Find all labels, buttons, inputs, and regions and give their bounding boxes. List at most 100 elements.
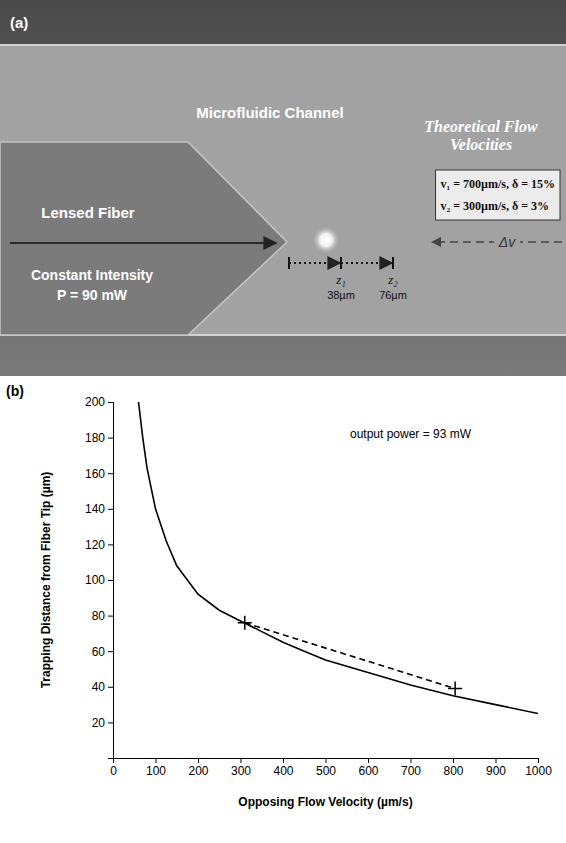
tick-label: 120	[85, 538, 105, 552]
tick-mark	[496, 758, 497, 763]
tick: 60	[92, 645, 113, 659]
panel-label: (b)	[6, 383, 24, 399]
tick-label: 800	[443, 764, 463, 778]
tick-label: 200	[188, 764, 208, 778]
tick: 400	[273, 758, 293, 778]
distance-value: 38µm	[327, 289, 355, 301]
tick: 0	[110, 758, 117, 778]
tick-label: 400	[273, 764, 293, 778]
tick-mark	[283, 758, 284, 763]
plot-marks	[139, 402, 539, 714]
annotation: output power = 93 mW	[350, 427, 472, 441]
fiber-label: Lensed Fiber	[41, 204, 135, 221]
distance-value: 76µm	[379, 289, 407, 301]
velocity-box: v₁ = 700µm/s, δ = 15% v₂ = 300µm/s, δ = 3…	[436, 170, 560, 220]
tick-mark	[108, 509, 113, 510]
tick-mark	[108, 687, 113, 688]
distance-name: z₁	[335, 272, 346, 287]
tick-label: 700	[401, 764, 421, 778]
flow-heading-line: Velocities	[450, 136, 512, 153]
y-axis: 20 40 60 80 100 120 140 160 180 200	[85, 395, 114, 758]
tick-mark	[108, 438, 113, 439]
series-line	[139, 402, 539, 714]
flow-heading-line: Theoretical Flow	[424, 118, 538, 135]
velocity-line: v₁ = 700µm/s, δ = 15%	[441, 177, 555, 191]
tick: 100	[85, 573, 113, 587]
panel-a: (a)Microfluidic ChannelLensed FiberConst…	[0, 0, 566, 376]
velocity-line: v₂ = 300µm/s, δ = 3%	[441, 199, 549, 213]
distance-end	[392, 257, 394, 269]
series-line	[245, 623, 455, 689]
x-axis: 0 100 200 300 400 500 600 700 800 900 1000	[110, 758, 552, 778]
tick: 80	[92, 609, 113, 623]
tick-label: 600	[358, 764, 378, 778]
tick-label: 80	[92, 609, 106, 623]
tick: 300	[231, 758, 251, 778]
intensity-label: Constant Intensity	[31, 267, 153, 283]
tick-mark	[108, 473, 113, 474]
distance-name: z₂	[387, 272, 398, 287]
beam-arrow	[10, 242, 276, 244]
distance-arrow	[289, 262, 340, 264]
tick: 100	[146, 758, 166, 778]
distance-end	[340, 257, 342, 269]
flow-symbol-patch	[494, 231, 520, 251]
wall-background	[0, 0, 566, 376]
tick: 500	[316, 758, 336, 778]
tick-label: 40	[92, 680, 106, 694]
velocity-box-frame	[436, 170, 560, 220]
tick-label: 180	[85, 431, 105, 445]
intensity-label: P = 90 mW	[57, 287, 128, 303]
x-axis-title: Opposing Flow Velocity (µm/s)	[238, 795, 412, 809]
tick-mark	[108, 722, 113, 723]
tick-label: 60	[92, 645, 106, 659]
tick-label: 20	[92, 716, 106, 730]
figure: (a)Microfluidic ChannelLensed FiberConst…	[0, 0, 566, 843]
tick: 700	[401, 758, 421, 778]
axis-line	[114, 759, 539, 764]
flow-symbol: Δv	[498, 234, 516, 250]
tick-mark	[411, 758, 412, 763]
tick: 120	[85, 538, 113, 552]
tick-mark	[108, 616, 113, 617]
tick-label: 100	[146, 764, 166, 778]
tick-mark	[108, 402, 113, 403]
axis-line	[108, 403, 114, 759]
series-marker	[448, 682, 462, 696]
tick-mark	[453, 758, 454, 763]
tick: 200	[188, 758, 208, 778]
tick-label: 900	[486, 764, 506, 778]
channel-edge	[0, 44, 566, 46]
tick-mark	[108, 544, 113, 545]
trapped-particle	[312, 226, 340, 254]
panel-b: (b) 0 100 200 300 400 500 600 700 800 900 1000 20 40 6…	[6, 383, 552, 809]
flow-heading: Theoretical FlowVelocities	[424, 118, 538, 153]
panel-label: (a)	[10, 14, 28, 31]
tick: 180	[85, 431, 113, 445]
tick: 160	[85, 467, 113, 481]
tick-label: 500	[316, 764, 336, 778]
series-marker	[238, 616, 252, 630]
tick-mark	[108, 580, 113, 581]
tick-label: 200	[85, 395, 105, 409]
tick: 1000	[525, 758, 552, 778]
tick-mark	[156, 758, 157, 763]
tick-label: 1000	[525, 764, 552, 778]
tick-label: 0	[110, 764, 117, 778]
y-axis-title: Trapping Distance from Fiber Tip (µm)	[39, 472, 53, 689]
tick-mark	[241, 758, 242, 763]
tick: 900	[486, 758, 506, 778]
tick: 600	[358, 758, 378, 778]
tick: 40	[92, 680, 113, 694]
distance-arrow	[341, 262, 392, 264]
tick-label: 160	[85, 467, 105, 481]
tick-label: 300	[231, 764, 251, 778]
tick-mark	[538, 758, 539, 763]
distance-end	[288, 257, 290, 269]
tick: 800	[443, 758, 463, 778]
lensed-fiber	[0, 142, 287, 335]
tick: 200	[85, 395, 113, 409]
channel	[0, 45, 566, 335]
tick-label: 140	[85, 502, 105, 516]
tick-mark	[368, 758, 369, 763]
